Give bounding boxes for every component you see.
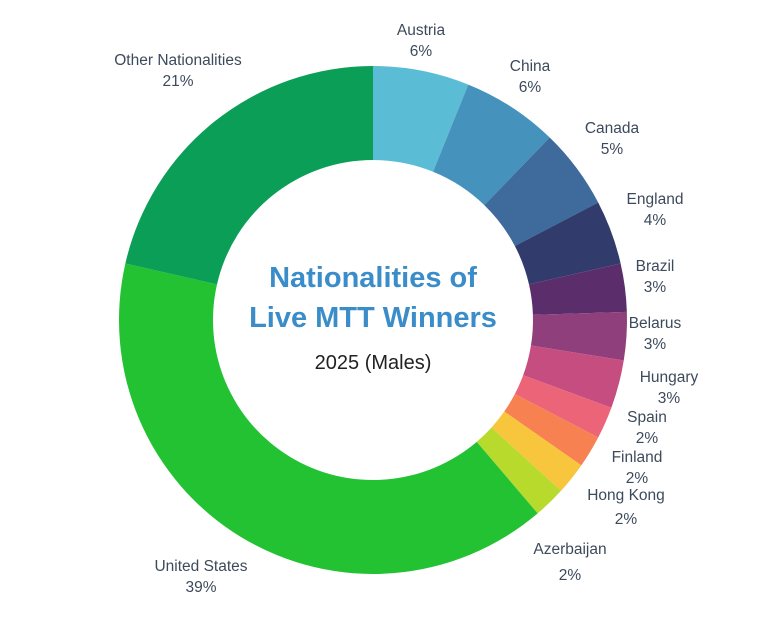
data-label-belarus: Belarus 3% [629, 313, 682, 355]
slice-other-nationalities [125, 66, 373, 285]
data-label-canada: Canada 5% [585, 118, 639, 160]
data-label-hong-kong: Hong Kong 2% [587, 484, 665, 532]
slice-name: Belarus [628, 315, 682, 332]
slice-brazil [528, 263, 627, 315]
slice-finland [504, 394, 599, 466]
chart-title: Nationalities of Live MTT Winners [249, 258, 497, 338]
data-label-azerbaijan: Azerbaijan 2% [533, 537, 606, 589]
data-label-brazil: Brazil 3% [636, 256, 675, 298]
slice-hong-kong [491, 411, 582, 491]
title-line-1: Nationalities of [269, 262, 477, 294]
slice-percent: 6% [409, 43, 433, 60]
slice-canada [484, 137, 599, 246]
slice-name: China [509, 58, 551, 75]
slice-name: Hong Kong [587, 487, 665, 504]
slice-england [514, 202, 621, 285]
title-line-2: Live MTT Winners [249, 302, 497, 334]
data-label-other-nationalities: Other Nationalities 21% [114, 50, 242, 92]
slice-china [433, 84, 550, 206]
slice-percent: 3% [657, 390, 681, 407]
slice-percent: 3% [643, 279, 667, 296]
data-label-spain: Spain 2% [627, 407, 667, 449]
slice-percent: 3% [643, 336, 667, 353]
slice-united-states [118, 263, 538, 575]
slice-percent: 6% [518, 79, 542, 96]
data-label-finland: Finland 2% [612, 447, 663, 489]
slice-name: Canada [584, 120, 640, 137]
data-label-china: China 6% [510, 56, 551, 98]
slice-austria [373, 66, 469, 172]
slice-spain [514, 375, 612, 438]
slice-percent: 39% [185, 579, 217, 596]
slice-percent: 2% [625, 470, 649, 487]
slice-percent: 2% [614, 511, 638, 528]
slice-name: Spain [627, 409, 667, 426]
slice-name: Finland [611, 449, 663, 466]
slice-hungary [523, 345, 624, 408]
data-label-united-states: United States 39% [154, 556, 247, 598]
slice-percent: 21% [162, 73, 194, 90]
slice-name: Austria [396, 22, 446, 39]
slice-percent: 4% [643, 212, 667, 229]
slice-name: England [626, 191, 684, 208]
data-label-austria: Austria 6% [397, 20, 445, 62]
slice-belarus [530, 311, 627, 361]
slice-name: United States [154, 558, 248, 575]
slice-name: Other Nationalities [114, 52, 242, 69]
slice-percent: 2% [558, 567, 582, 584]
slice-percent: 5% [600, 141, 624, 158]
data-label-hungary: Hungary 3% [640, 367, 699, 409]
slice-name: Hungary [639, 369, 699, 386]
slice-azerbaijan [476, 427, 562, 514]
chart-subtitle: 2025 (Males) [314, 352, 432, 374]
data-label-england: England 4% [627, 189, 684, 231]
slice-percent: 2% [635, 430, 659, 447]
slice-name: Azerbaijan [533, 541, 607, 558]
slice-name: Brazil [635, 258, 675, 275]
